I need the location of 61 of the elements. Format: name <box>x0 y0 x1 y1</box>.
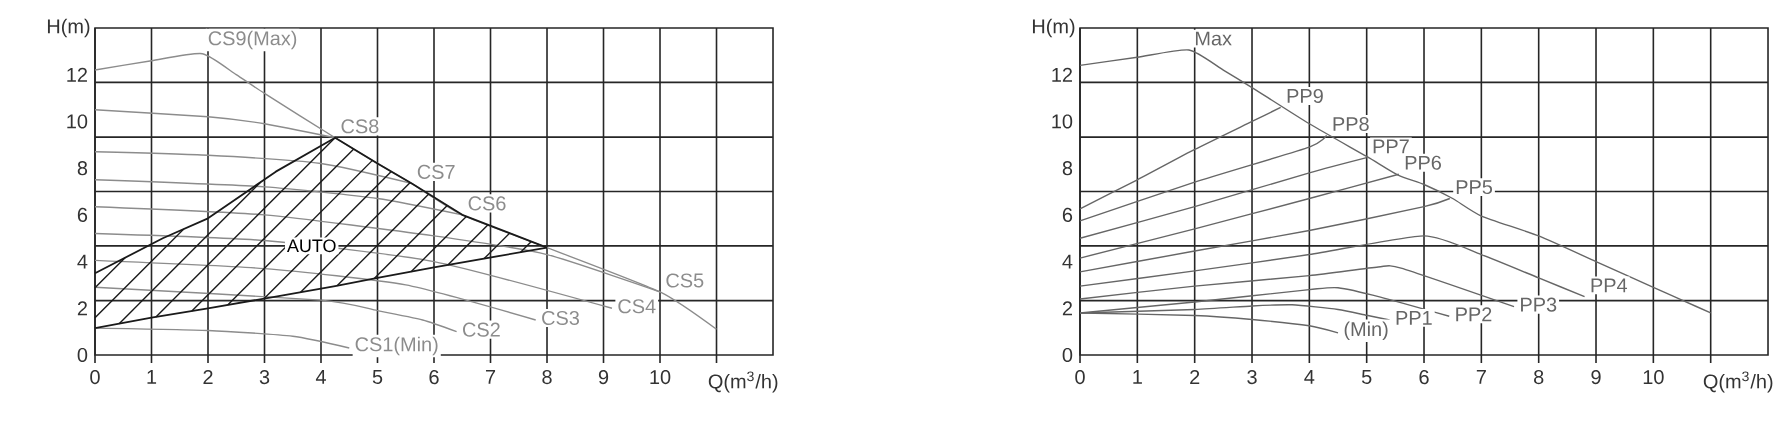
x-tick-label: 0 <box>1075 370 1085 385</box>
x-tick-label: 10 <box>650 370 671 385</box>
series-label: CS5 <box>666 273 704 288</box>
y-tick-label: 8 <box>1062 161 1073 176</box>
x-tick-label: 1 <box>147 370 157 384</box>
x-tick-label: 0 <box>90 370 100 385</box>
series-label: PP3 <box>1521 297 1557 312</box>
series-label: CS7 <box>417 164 455 179</box>
y-tick-label: 12 <box>67 67 87 82</box>
series-label: PP4 <box>1591 278 1628 293</box>
y-tick-label: 2 <box>77 301 87 316</box>
series-label: PP5 <box>1456 180 1493 195</box>
y-tick-label: 4 <box>1062 254 1073 269</box>
y-tick-label: 12 <box>1052 67 1072 82</box>
y-tick-label: 10 <box>67 114 88 129</box>
x-axis-title: Q(m$^{3}$/h) <box>1703 371 1773 393</box>
x-tick-label: 9 <box>1591 370 1601 385</box>
x-tick-label: 6 <box>429 370 439 385</box>
x-tick-label: 1 <box>1133 370 1142 384</box>
y-axis-title: H(m) <box>47 18 90 38</box>
series-label: CS1(Min) <box>355 336 438 356</box>
x-tick-label: 2 <box>1190 370 1200 384</box>
series-label: PP8 <box>1333 116 1369 132</box>
series-label: PP7 <box>1373 139 1409 154</box>
y-tick-label: 6 <box>77 207 88 222</box>
y-tick-label: 0 <box>77 347 88 363</box>
series-label: PP6 <box>1405 155 1441 170</box>
y-axis-title: H(m) <box>1032 18 1075 38</box>
series-label: (Min) <box>1344 321 1388 341</box>
series-label: CS9(Max) <box>208 30 297 50</box>
x-tick-label: 7 <box>1476 370 1486 384</box>
annotation: AUTO <box>286 239 336 253</box>
series-label: CS8 <box>341 119 379 134</box>
series-label: CS3 <box>542 310 579 326</box>
x-tick-label: 4 <box>1304 370 1315 384</box>
x-tick-label: 5 <box>1361 370 1372 384</box>
y-tick-label: 2 <box>1062 301 1072 316</box>
series-label: PP1 <box>1396 311 1432 325</box>
x-tick-label: 8 <box>1534 370 1544 385</box>
x-tick-label: 8 <box>542 370 552 385</box>
y-tick-label: 8 <box>77 161 88 176</box>
x-tick-label: 7 <box>486 370 496 384</box>
x-tick-label: 4 <box>315 370 326 384</box>
series-label: CS6 <box>468 196 506 211</box>
x-tick-label: 3 <box>259 370 270 385</box>
x-axis-title: Q(m$^{3}$/h) <box>708 371 778 393</box>
y-tick-label: 10 <box>1052 114 1073 129</box>
series-label: Max <box>1195 31 1232 46</box>
y-tick-label: 0 <box>1062 347 1073 363</box>
x-tick-label: 9 <box>598 370 609 385</box>
y-tick-label: 6 <box>1062 207 1073 222</box>
series-label: CS4 <box>618 299 656 314</box>
series-label: PP2 <box>1456 307 1492 322</box>
series-label: PP9 <box>1287 88 1323 104</box>
y-tick-label: 4 <box>77 254 88 269</box>
x-tick-label: 5 <box>372 370 383 384</box>
x-tick-label: 6 <box>1419 370 1429 385</box>
series-label: CS2 <box>463 322 500 337</box>
x-tick-label: 2 <box>203 370 213 384</box>
x-tick-label: 10 <box>1643 370 1664 385</box>
x-tick-label: 3 <box>1247 370 1257 385</box>
